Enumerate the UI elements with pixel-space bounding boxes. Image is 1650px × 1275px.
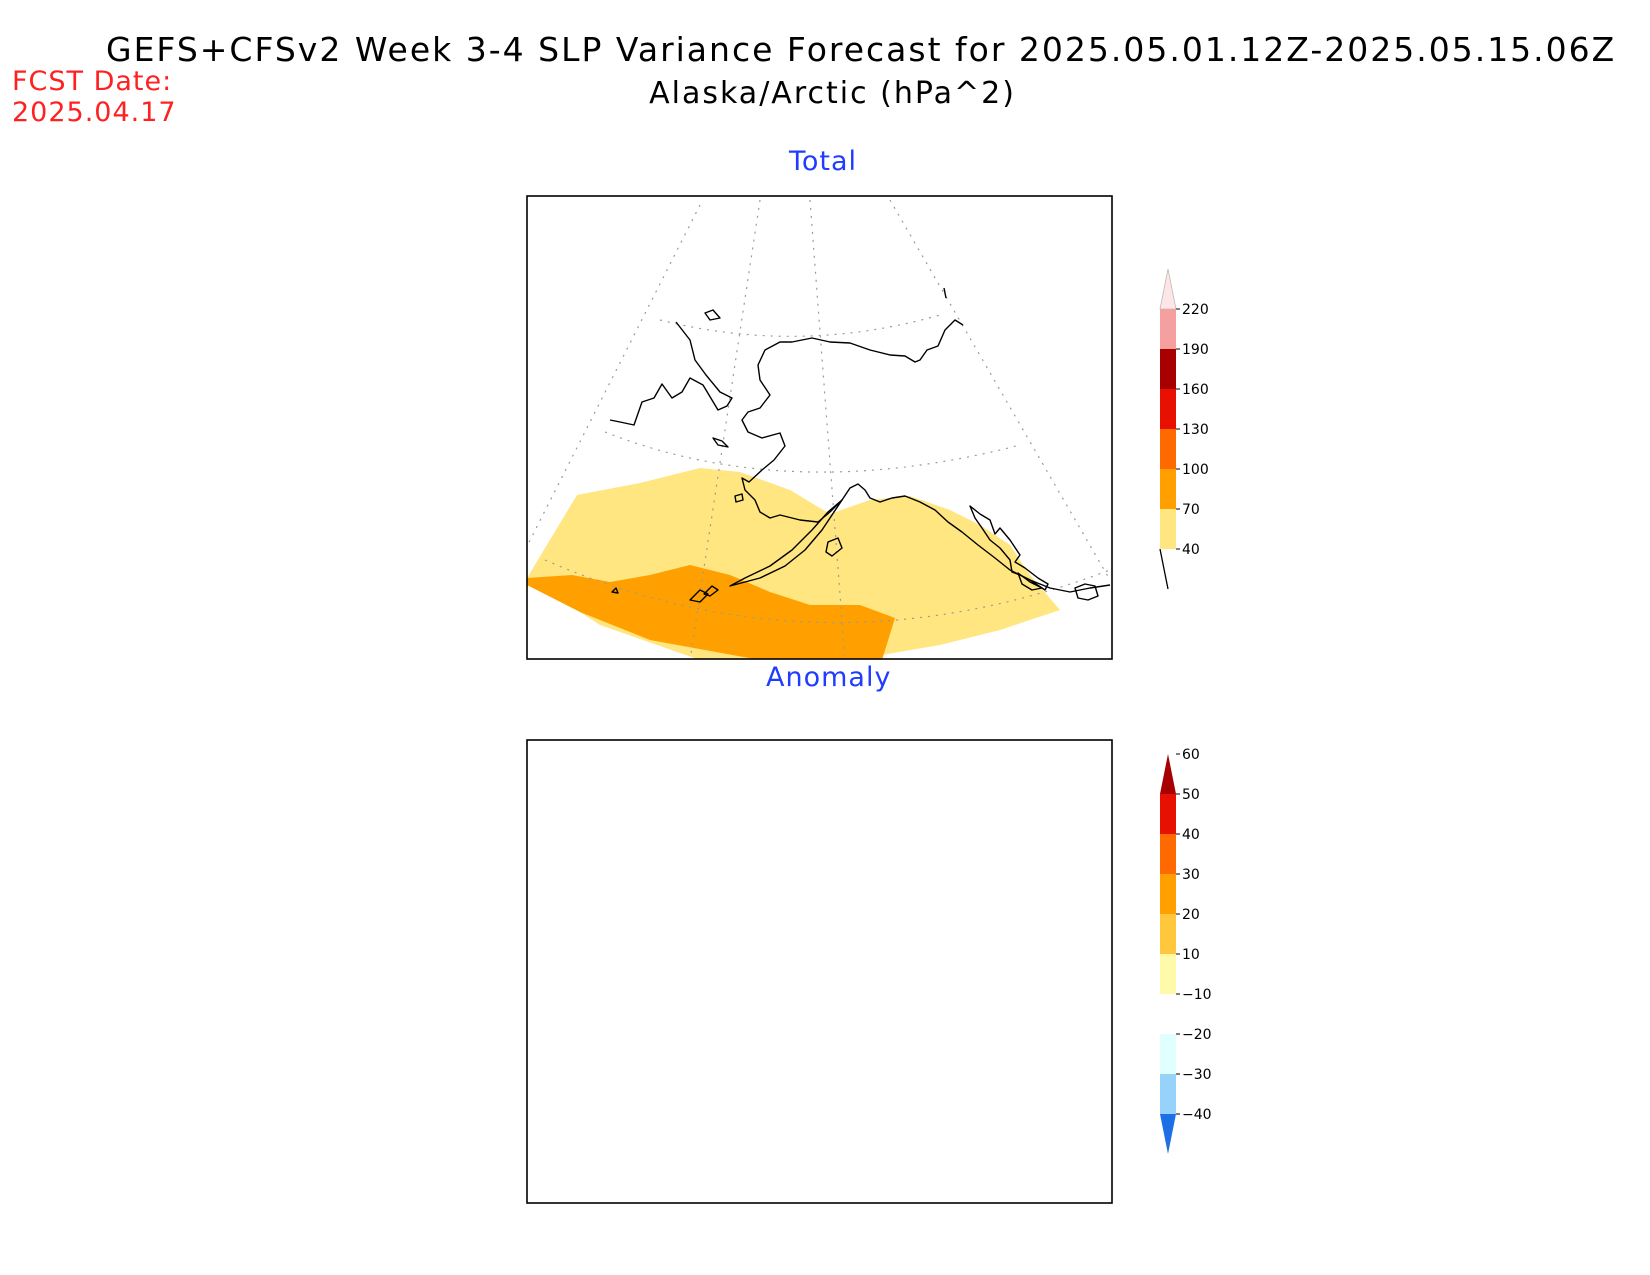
- anomaly-colorbar-tick-label: 40: [1182, 827, 1200, 843]
- anomaly-colorbar-tick-label: −30: [1182, 1067, 1212, 1083]
- total-colorbar-tick-label: 160: [1182, 382, 1209, 398]
- total-colorbar-tick-label: 40: [1182, 542, 1200, 558]
- anomaly-colorbar-swatch: [1160, 1074, 1176, 1114]
- anomaly-colorbar-swatch: [1160, 834, 1176, 874]
- anomaly-colorbar-swatch: [1160, 1034, 1176, 1074]
- anomaly-colorbar-tick-label: 30: [1182, 867, 1200, 883]
- total-colorbar-tick-label: 130: [1182, 422, 1209, 438]
- anomaly-panel-title: Anomaly: [766, 662, 892, 693]
- forecast-date-value: 2025.04.17: [12, 97, 177, 128]
- total-colorbar-tick-label: 100: [1182, 462, 1209, 478]
- anomaly-colorbar-tick-label: −10: [1182, 987, 1212, 1003]
- total-colorbar-lower-tail: [1159, 548, 1169, 590]
- anomaly-colorbar: −40 −30 −20 −10 10 20 30 40 50 60: [1160, 747, 1212, 1154]
- total-colorbar-swatch: [1160, 469, 1176, 509]
- anomaly-map-frame: [526, 739, 1113, 1204]
- anomaly-map: [520, 744, 1110, 1204]
- total-colorbar-swatch: [1160, 309, 1176, 349]
- total-colorbar: 40 70 100 130 160 190 220: [1159, 268, 1209, 590]
- total-variance-70-100-shading: [527, 565, 895, 659]
- forecast-date-label: FCST Date:: [12, 66, 173, 97]
- anomaly-colorbar-upper-tail: [1160, 754, 1176, 794]
- subtitle: Alaska/Arctic (hPa^2): [649, 76, 1016, 111]
- anomaly-colorbar-tick-label: 10: [1182, 947, 1200, 963]
- anomaly-minus30-minus20-shading: [527, 991, 625, 1139]
- anomaly-colorbar-tick-label: −20: [1182, 1027, 1212, 1043]
- total-map-frame: [526, 195, 1113, 660]
- total-colorbar-tick-label: 220: [1182, 302, 1209, 318]
- anomaly-colorbar-lower-tail: [1160, 1114, 1176, 1154]
- anomaly-colorbar-swatch: [1160, 794, 1176, 834]
- anomaly-colorbar-tick-label: 50: [1182, 787, 1200, 803]
- total-colorbar-swatch: [1160, 349, 1176, 389]
- total-colorbar-swatch: [1160, 389, 1176, 429]
- anomaly-colorbar-swatch: [1160, 954, 1176, 994]
- forecast-date: FCST Date: 2025.04.17: [12, 66, 177, 128]
- total-colorbar-tick-label: 190: [1182, 342, 1209, 358]
- anomaly-colorbar-swatch: [1160, 994, 1176, 1034]
- anomaly-colorbar-tick-label: 20: [1182, 907, 1200, 923]
- total-map: [527, 199, 1111, 659]
- total-panel-title: Total: [789, 146, 858, 177]
- anomaly-colorbar-tick-label: −40: [1182, 1107, 1212, 1123]
- total-colorbar-swatch: [1160, 509, 1176, 549]
- total-colorbar-upper-tail: [1159, 268, 1177, 310]
- anomaly-minus20-minus10-shading: [527, 936, 688, 1194]
- total-colorbar-swatch: [1160, 429, 1176, 469]
- anomaly-colorbar-swatch: [1160, 874, 1176, 914]
- main-title: GEFS+CFSv2 Week 3-4 SLP Variance Forecas…: [106, 30, 1617, 69]
- anomaly-colorbar-swatch: [1160, 914, 1176, 954]
- anomaly-colorbar-tick-label: 60: [1182, 747, 1200, 763]
- total-colorbar-tick-label: 70: [1182, 502, 1200, 518]
